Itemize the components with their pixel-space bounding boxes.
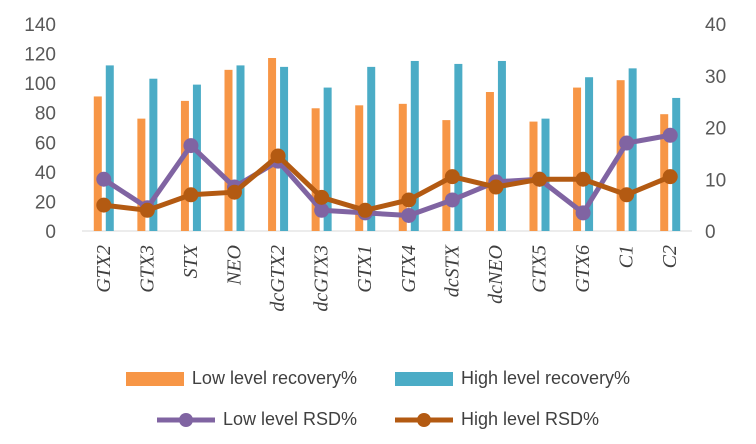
point-high-rsd <box>96 197 112 213</box>
bar-low-recovery <box>224 69 233 231</box>
legend-swatch-low-recovery <box>125 371 184 386</box>
point-low-rsd <box>183 138 199 154</box>
point-high-rsd <box>139 202 155 218</box>
bar-low-recovery <box>180 100 189 231</box>
right-tick-label: 10 <box>705 170 726 191</box>
category-label: C1 <box>616 245 638 268</box>
point-low-rsd <box>314 202 330 218</box>
point-low-rsd <box>401 207 417 223</box>
bar-low-recovery <box>268 58 277 231</box>
bar-high-recovery <box>410 60 419 231</box>
point-high-rsd <box>532 171 547 187</box>
legend-label-low-rsd: Low level RSD% <box>222 409 357 429</box>
legend-swatch-low-rsd <box>156 412 215 427</box>
legend-label-high-rsd: High level RSD% <box>461 409 600 429</box>
bar-low-recovery <box>398 103 407 231</box>
legend-label-low-recovery: Low level recovery% <box>191 368 357 388</box>
bar-high-recovery <box>367 66 376 231</box>
bar-low-recovery <box>355 105 364 231</box>
left-axis-ticks: 0 20 40 60 80 100 120 140 <box>24 15 56 243</box>
category-label: dcGTX2 <box>267 245 289 312</box>
point-high-rsd <box>183 187 199 203</box>
point-low-rsd <box>619 135 635 151</box>
left-tick-label: 20 <box>35 192 56 213</box>
left-tick-label: 40 <box>35 163 56 184</box>
category-label: GTX3 <box>136 245 158 293</box>
point-high-rsd <box>401 192 417 208</box>
point-low-rsd <box>444 192 460 208</box>
right-tick-label: 40 <box>705 15 726 36</box>
bar-high-recovery <box>236 65 245 232</box>
legend-item-high-recovery: High level recovery% <box>395 368 630 389</box>
legend-item-low-rsd: Low level RSD% <box>156 409 357 430</box>
point-high-rsd <box>227 184 242 200</box>
legend-item-low-recovery: Low level recovery% <box>125 368 357 389</box>
bar-low-recovery <box>311 108 320 231</box>
category-label: GTX4 <box>398 245 420 293</box>
category-label: GTX1 <box>354 245 376 293</box>
bar-high-recovery <box>628 68 637 231</box>
left-tick-label: 60 <box>35 133 56 154</box>
right-tick-label: 20 <box>705 119 726 140</box>
bar-high-recovery <box>192 84 201 231</box>
bar-high-recovery <box>672 97 681 231</box>
category-label: dcNEO <box>485 245 507 304</box>
bar-high-recovery <box>585 77 594 231</box>
category-label: GTX6 <box>572 245 594 293</box>
right-tick-label: 0 <box>705 222 716 243</box>
point-high-rsd <box>619 187 635 203</box>
category-label: dcSTX <box>441 244 463 297</box>
legend-row-lines: Low level RSD% High level RSD% <box>0 409 756 430</box>
category-labels: GTX2 GTX3 STX NEO dcGTX2 dcGTX3 GTX1 GTX4 dcSTX d… <box>93 244 681 311</box>
point-high-rsd <box>357 202 373 218</box>
bar-high-recovery <box>454 63 463 231</box>
point-high-rsd <box>488 179 504 195</box>
bar-low-recovery <box>93 96 102 231</box>
left-tick-label: 120 <box>24 45 56 66</box>
bar-high-recovery <box>280 66 289 231</box>
category-label: STX <box>180 244 202 278</box>
category-label: dcGTX3 <box>311 245 333 312</box>
right-tick-label: 30 <box>705 67 726 88</box>
bar-high-recovery <box>105 65 114 232</box>
legend-label-high-recovery: High level recovery% <box>461 368 631 388</box>
series-line-low-rsd <box>102 132 671 218</box>
category-label: NEO <box>224 245 246 286</box>
right-axis-ticks: 0 10 20 30 40 <box>705 15 726 243</box>
bar-high-recovery <box>149 78 158 231</box>
lines-layer <box>96 127 678 223</box>
point-high-rsd <box>270 148 286 164</box>
left-tick-label: 100 <box>24 74 56 95</box>
left-tick-label: 80 <box>35 104 56 125</box>
legend-swatch-high-rsd <box>395 412 453 427</box>
bar-low-recovery <box>573 87 582 231</box>
category-label: GTX5 <box>529 245 551 293</box>
left-tick-label: 140 <box>24 15 56 36</box>
legend-item-high-rsd: High level RSD% <box>395 409 599 430</box>
category-label: GTX2 <box>93 245 115 293</box>
bar-high-recovery <box>497 60 506 231</box>
point-low-rsd <box>575 205 591 221</box>
point-low-rsd <box>662 127 678 143</box>
point-high-rsd <box>314 189 330 205</box>
point-low-rsd <box>96 171 112 187</box>
category-label: C2 <box>659 245 681 268</box>
bar-low-recovery <box>137 118 146 231</box>
legend-swatch-high-recovery <box>395 371 453 386</box>
bar-low-recovery <box>485 92 494 231</box>
point-high-rsd <box>662 169 678 185</box>
bar-high-recovery <box>323 87 332 231</box>
legend-row-bars: Low level recovery% High level recovery% <box>0 368 756 389</box>
point-high-rsd <box>444 169 460 185</box>
left-tick-label: 0 <box>45 222 56 243</box>
point-high-rsd <box>575 171 591 187</box>
